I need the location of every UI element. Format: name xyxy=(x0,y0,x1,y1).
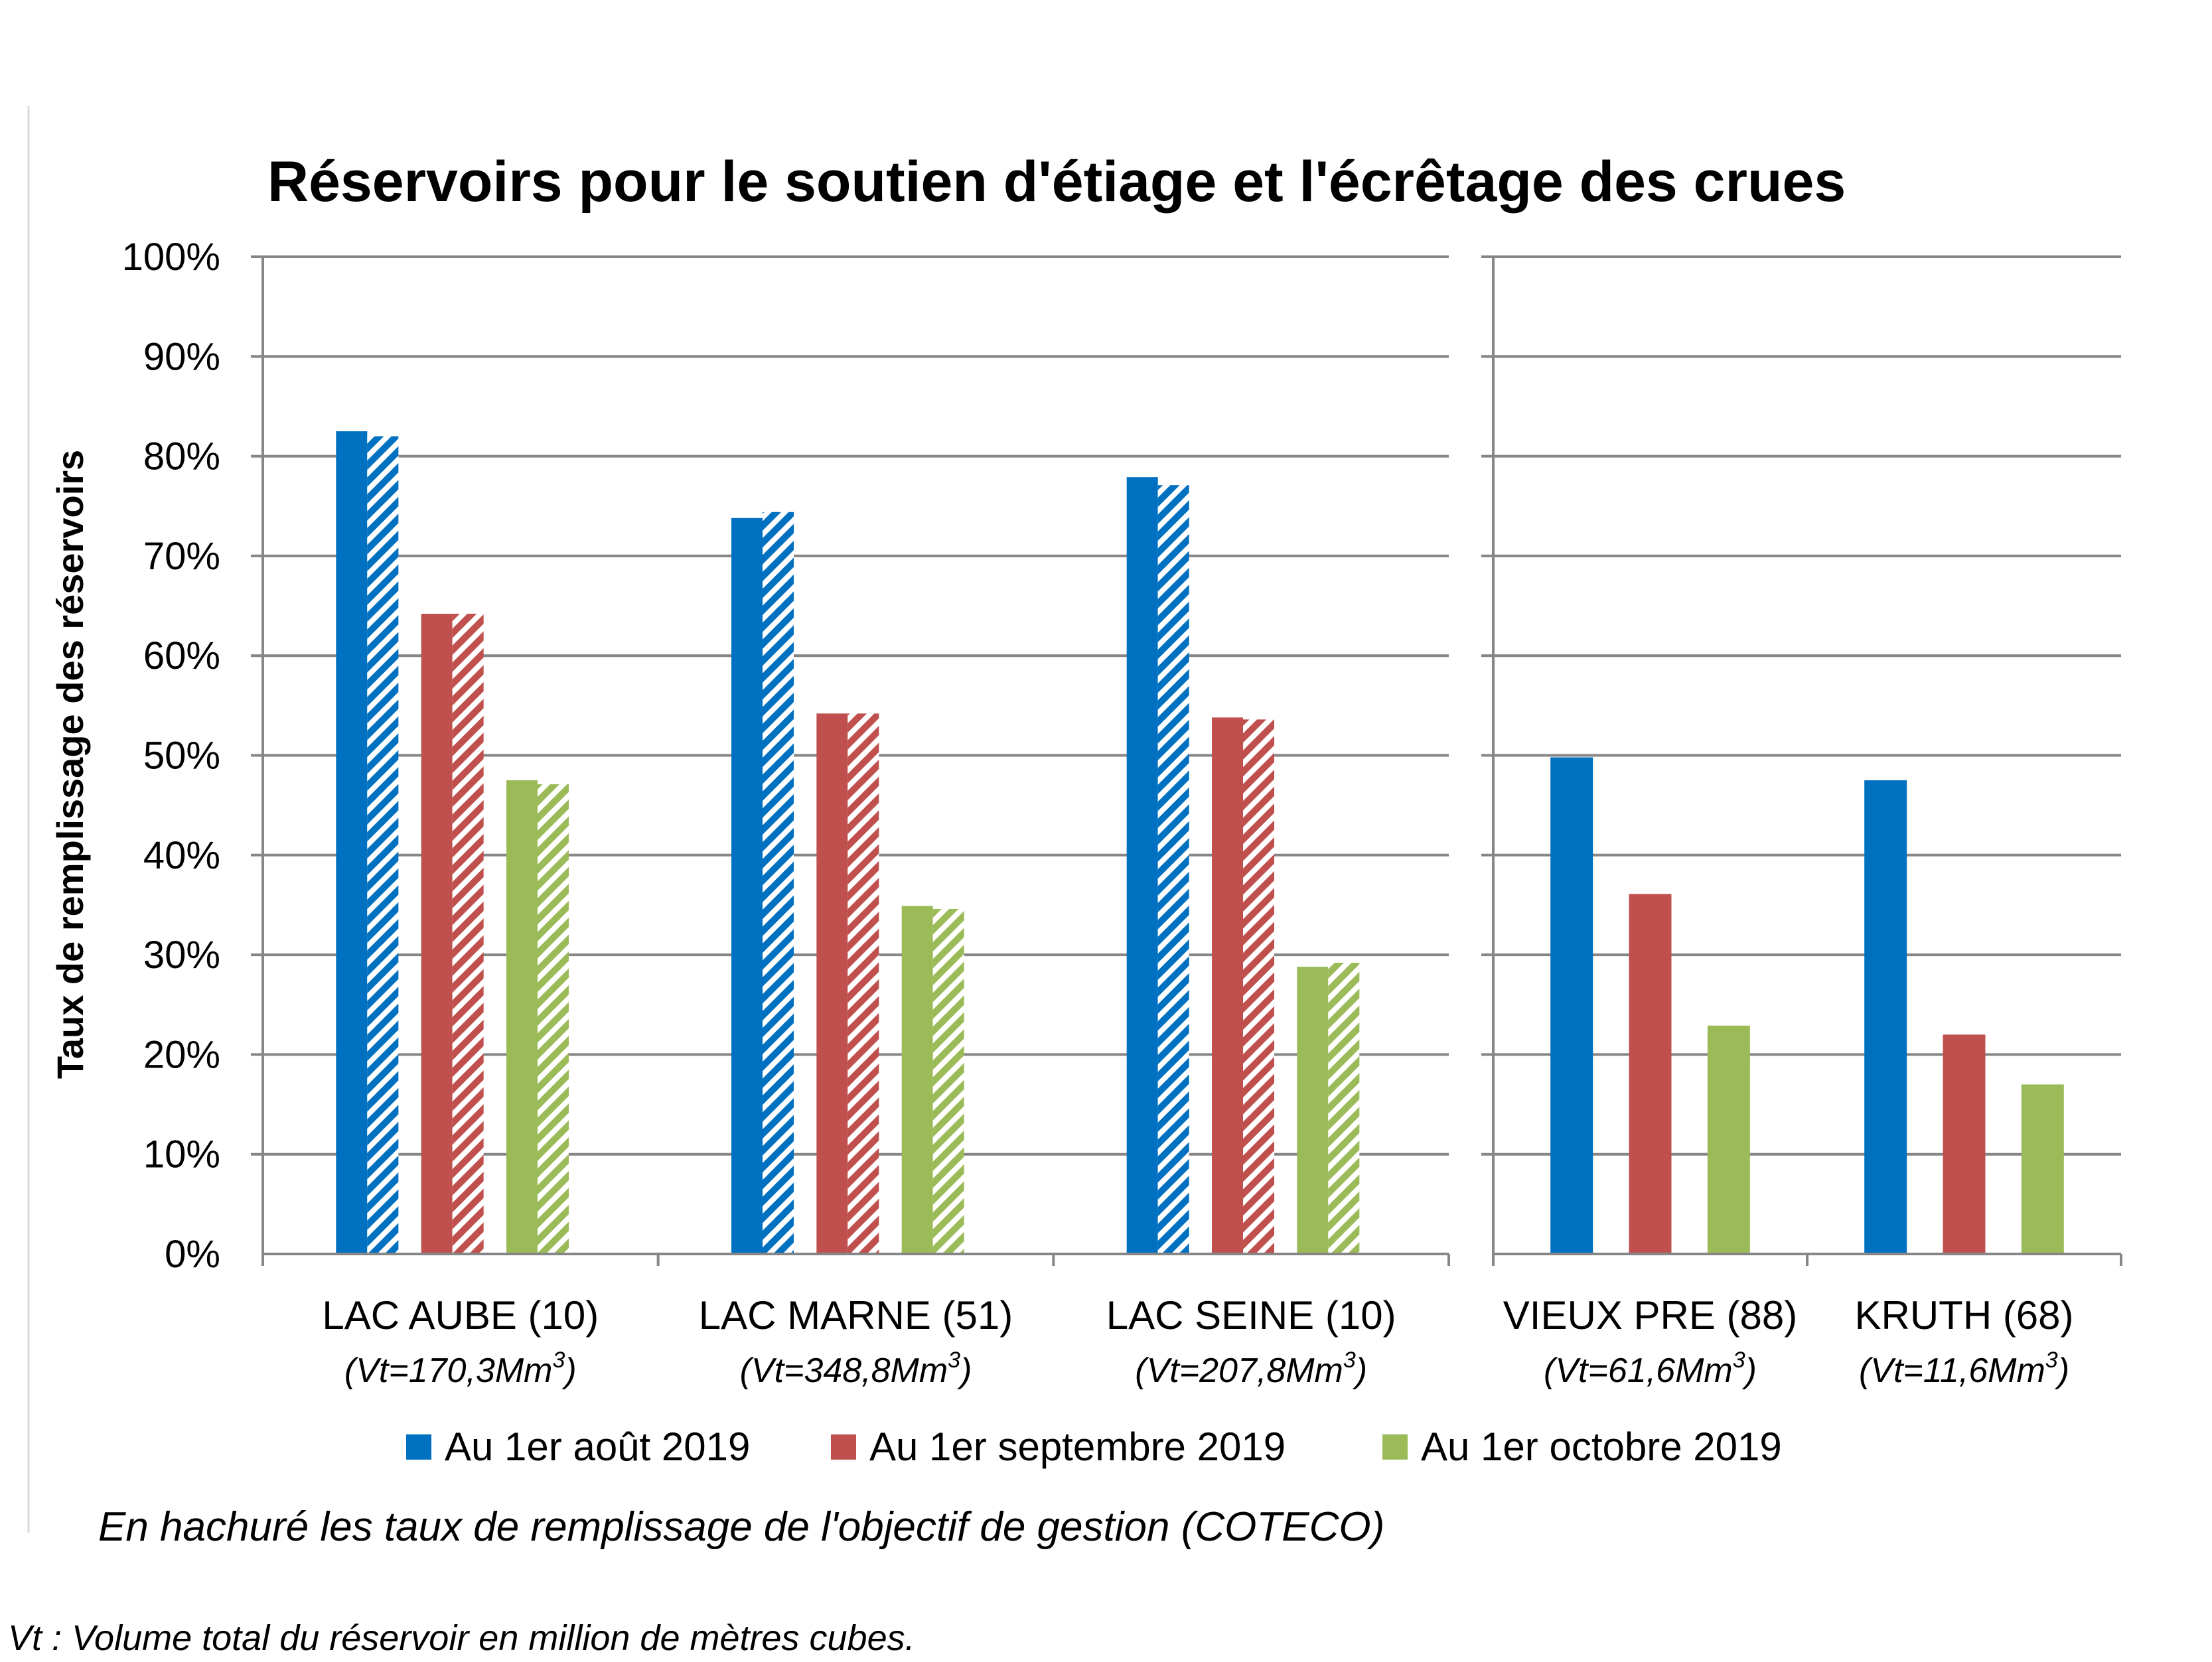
category-volume-label: (Vt=207,8Mm3) xyxy=(1135,1348,1367,1390)
bar-actual xyxy=(901,906,933,1254)
category-volume-label: (Vt=11,6Mm3) xyxy=(1859,1348,2069,1390)
bar-objective-hatched xyxy=(1243,719,1274,1254)
bar-actual xyxy=(1864,780,1907,1254)
bar-actual xyxy=(1629,894,1672,1254)
legend-label: Au 1er août 2019 xyxy=(445,1424,750,1469)
bar-objective-hatched xyxy=(1157,485,1189,1254)
y-tick-label: 30% xyxy=(143,934,220,977)
y-tick-label: 10% xyxy=(143,1133,220,1176)
bar-actual xyxy=(1297,967,1329,1254)
legend: Au 1er août 2019 Au 1er septembre 2019 Au … xyxy=(406,1424,1782,1469)
bar-objective-hatched xyxy=(538,784,569,1254)
y-tick-label: 70% xyxy=(143,535,220,578)
category-labels: LAC AUBE (10) (Vt=170,3Mm3) LAC MARNE (51)… xyxy=(322,1293,2073,1390)
bar-actual xyxy=(336,431,368,1254)
bar-objective-hatched xyxy=(932,908,964,1254)
bar-actual xyxy=(506,780,538,1254)
bar-actual xyxy=(816,713,848,1254)
category-volume-label: (Vt=170,3Mm3) xyxy=(344,1348,577,1390)
bar-actual xyxy=(1943,1034,1986,1254)
chart-title: Réservoirs pour le soutien d'étiage et l… xyxy=(267,150,1846,214)
category-label: VIEUX PRE (88) xyxy=(1503,1293,1797,1338)
x-axes xyxy=(261,257,2122,1266)
y-tick-label: 0% xyxy=(165,1233,220,1276)
bar-actual xyxy=(1550,757,1593,1254)
bars xyxy=(336,431,2064,1254)
bar-objective-hatched xyxy=(452,614,484,1254)
y-tick-label: 90% xyxy=(143,335,220,378)
footnote: Vt : Volume total du réservoir en millio… xyxy=(8,1618,915,1658)
bar-actual xyxy=(1707,1025,1750,1254)
legend-swatch xyxy=(406,1434,431,1460)
bar-actual xyxy=(1126,477,1158,1254)
category-label: LAC SEINE (10) xyxy=(1106,1293,1396,1338)
legend-label: Au 1er septembre 2019 xyxy=(869,1424,1286,1469)
legend-swatch xyxy=(831,1434,856,1460)
category-label: LAC MARNE (51) xyxy=(699,1293,1013,1338)
bar-objective-hatched xyxy=(1328,963,1360,1254)
y-tick-label: 80% xyxy=(143,435,220,478)
bar-actual xyxy=(731,518,763,1254)
category-label: KRUTH (68) xyxy=(1854,1293,2073,1338)
category-label: LAC AUBE (10) xyxy=(322,1293,599,1338)
y-tick-label: 100% xyxy=(122,236,220,279)
hatch-note: En hachuré les taux de remplissage de l'… xyxy=(98,1504,1384,1550)
y-tick-label: 40% xyxy=(143,834,220,877)
y-axis-label: Taux de remplissage des réservoirs xyxy=(49,450,91,1079)
bar-objective-hatched xyxy=(367,436,399,1254)
category-volume-label: (Vt=348,8Mm3) xyxy=(740,1348,972,1390)
y-tick-labels: 0% 10% 20% 30% 40% 50% 60% 70% 80% 90% 100% xyxy=(122,236,220,1276)
bar-actual xyxy=(2021,1084,2064,1254)
y-tick-label: 60% xyxy=(143,634,220,677)
legend-label: Au 1er octobre 2019 xyxy=(1421,1424,1782,1469)
category-volume-label: (Vt=61,6Mm3) xyxy=(1544,1348,1757,1390)
y-tick-label: 20% xyxy=(143,1033,220,1076)
bar-actual xyxy=(1212,717,1243,1254)
legend-swatch xyxy=(1382,1434,1408,1460)
bar-actual xyxy=(421,614,453,1254)
bar-objective-hatched xyxy=(848,713,879,1254)
y-tick-label: 50% xyxy=(143,734,220,778)
bar-objective-hatched xyxy=(763,512,794,1254)
